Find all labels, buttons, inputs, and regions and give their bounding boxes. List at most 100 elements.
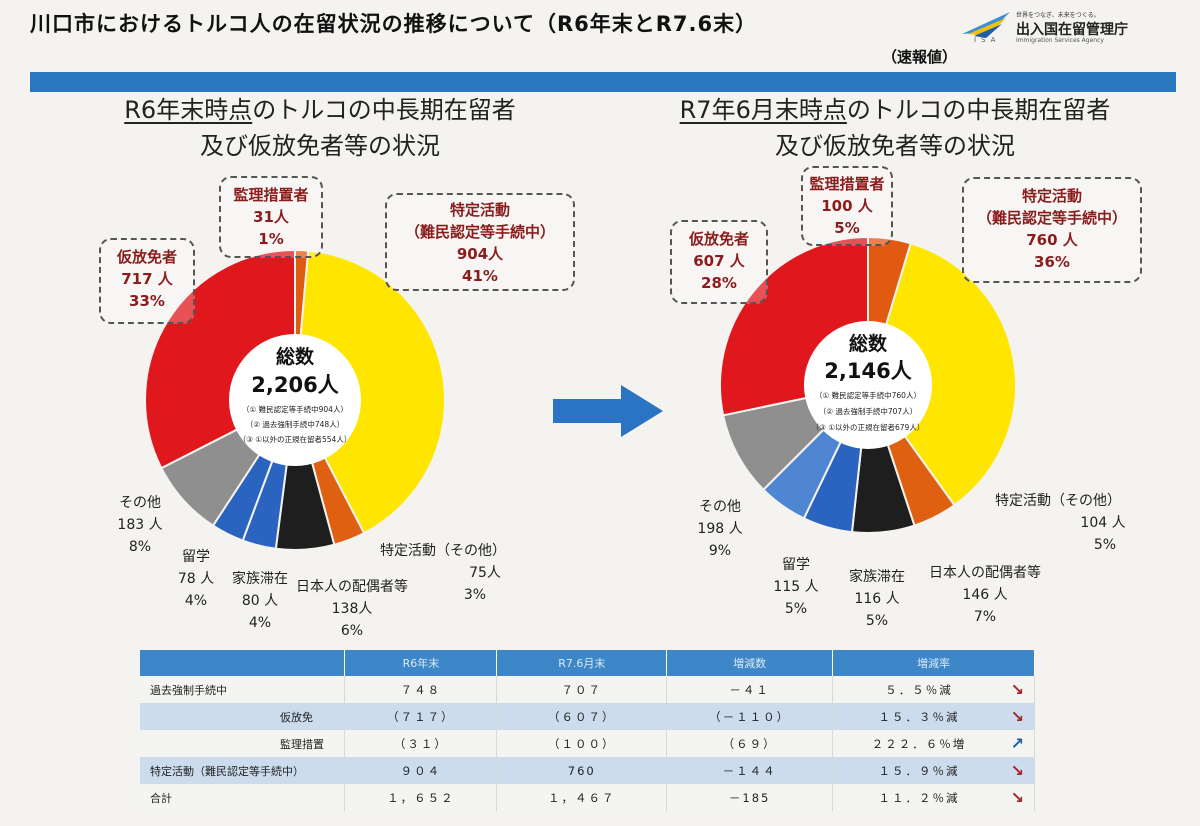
cell-rate: １１．２％減 ↘ (832, 784, 1035, 811)
note-r6-2: （② 過去強制手続中748人） (246, 419, 344, 429)
callout-r6-supervision-name: 監理措置者 (233, 186, 309, 204)
label-r6-other-count: 183 人 (117, 517, 163, 533)
label-r7-family-count: 116 人 (854, 591, 900, 607)
callout-r6-designated-count: 904人 (456, 245, 504, 263)
cell-r7: （１００） (496, 730, 668, 757)
label-r6-spouse-pct: 6% (340, 623, 364, 639)
total-value-r7: 2,146人 (824, 359, 911, 383)
table-header: 増減率 (832, 650, 1035, 676)
callout-r6-designated-name1: 特定活動 (449, 201, 510, 219)
callout-r7-provisional-name: 仮放免者 (688, 230, 749, 248)
callout-r6-designated-pct: 41% (462, 267, 498, 285)
callout-r7-designated-name2: （難民認定等手続中） (976, 209, 1127, 227)
donut-r6 (144, 248, 446, 551)
label-r6-other-pct: 8% (128, 539, 152, 555)
callout-r7-provisional-count: 607 人 (693, 252, 745, 270)
label-r7-spouse-name: 日本人の配偶者等 (929, 565, 1041, 581)
callout-r6-provisional: 仮放免者 717 人 33% (99, 238, 195, 324)
label-r7-other-pct: 9% (708, 543, 732, 559)
table-row: 特定活動（難民認定等手続中） ９０４ 760 －１４４ １５．９％減 ↘ (140, 757, 1035, 784)
cell-diff: －185 (666, 784, 834, 811)
row-label: 過去強制手続中 (140, 676, 346, 703)
cell-r7: 760 (496, 757, 668, 784)
callout-r7-designated-name1: 特定活動 (1021, 187, 1082, 205)
note-r7-1: （① 難民認定等手続中760人） (815, 390, 921, 400)
label-r6-study-pct: 4% (184, 593, 208, 609)
callout-r7-provisional: 仮放免者 607 人 28% (670, 220, 768, 304)
logo-tagline: 世界をつなぎ、未来をつくる。 (1016, 12, 1100, 19)
table-header-row: R6年末 R7.6月末 増減数 増減率 (140, 650, 1035, 676)
callout-r6-provisional-name: 仮放免者 (116, 248, 177, 266)
label-r6-designated-other-name: 特定活動（その他） (380, 543, 506, 559)
label-r6-designated-other: 特定活動（その他） 75人 3% (380, 540, 530, 606)
cell-rate: １５．３％減 ↘ (832, 703, 1035, 730)
callout-r7-supervision: 監理措置者 100 人 5% (801, 166, 893, 246)
trend-down-icon: ↘ (1010, 788, 1024, 807)
label-r7-study: 留学 115 人 5% (766, 554, 826, 620)
cell-r7: ７０７ (496, 676, 668, 703)
chart-title-r6-rest: のトルコの中長期在留者 (252, 96, 516, 124)
row-label: 仮放免 (140, 703, 346, 730)
label-r7-other-count: 198 人 (697, 521, 743, 537)
callout-r7-designated-count: 760 人 (1026, 231, 1078, 249)
chart-title-r6-line2: 及び仮放免者等の状況 (200, 132, 440, 160)
rate-text: １５．９％減 (878, 763, 960, 778)
label-r7-family-pct: 5% (865, 613, 889, 629)
note-r7-3: （③ ①以外の正規在留者679人） (812, 422, 925, 432)
chart-title-r7-rest: のトルコの中長期在留者 (846, 96, 1111, 124)
header-band (30, 72, 1176, 92)
callout-r7-designated-refugee: 特定活動 （難民認定等手続中） 760 人 36% (962, 177, 1142, 283)
cell-r6: （７１７） (344, 703, 498, 730)
table-row: 監理措置 （３１） （１００） （６９） ２２２．６％増 ↗ (140, 730, 1035, 757)
label-r7-family-name: 家族滞在 (849, 569, 905, 585)
cell-rate: ２２２．６％増 ↗ (832, 730, 1035, 757)
chart-title-r7-underlined: R7年6月末時点 (679, 96, 847, 124)
callout-r7-provisional-pct: 28% (701, 274, 737, 292)
callout-r7-designated-pct: 36% (1034, 253, 1070, 271)
logo-abbr: ISA (974, 36, 1001, 44)
cell-r6: １，６５２ (344, 784, 498, 811)
preliminary-note: （速報値） (882, 48, 958, 66)
label-r7-designated-other: 特定活動（その他） 104 人 5% (995, 490, 1155, 556)
cell-r6: （３１） (344, 730, 498, 757)
cell-diff: －１４４ (666, 757, 834, 784)
chart-title-r7: R7年6月末時点のトルコの中長期在留者 及び仮放免者等の状況 (645, 92, 1145, 164)
cell-r7: １，４６７ (496, 784, 668, 811)
chart-title-r7-line2: 及び仮放免者等の状況 (775, 132, 1015, 160)
cell-r6: ７４８ (344, 676, 498, 703)
row-label: 特定活動（難民認定等手続中） (140, 757, 346, 784)
summary-table: R6年末 R7.6月末 増減数 増減率 過去強制手続中 ７４８ ７０７ －４１ … (140, 650, 1035, 811)
donut-hole-r6 (229, 334, 361, 466)
label-r6-study-count: 78 人 (177, 571, 215, 587)
label-r6-spouse-count: 138人 (331, 601, 373, 617)
label-r7-other: その他 198 人 9% (688, 496, 752, 562)
trend-down-icon: ↘ (1010, 707, 1024, 726)
trend-down-icon: ↘ (1010, 761, 1024, 780)
chart-title-r6-underlined: R6年末時点 (124, 96, 253, 124)
label-r7-spouse-count: 146 人 (962, 587, 1008, 603)
total-label-r7: 総数 (849, 332, 888, 355)
label-r6-study: 留学 78 人 4% (168, 546, 224, 612)
callout-r6-supervision: 監理措置者 31人 1% (219, 176, 323, 258)
cell-rate: １５．９％減 ↘ (832, 757, 1035, 784)
table-row: 過去強制手続中 ７４８ ７０７ －４１ ５．５％減 ↘ (140, 676, 1035, 703)
table-row: 仮放免 （７１７） （６０７） （－１１０） １５．３％減 ↘ (140, 703, 1035, 730)
agency-logo: ISA 世界をつなぎ、未来をつくる。 出入国在留管理庁 Immigration … (960, 8, 1190, 48)
label-r6-family-count: 80 人 (241, 593, 279, 609)
label-r6-other: その他 183 人 8% (108, 492, 172, 558)
label-r7-family: 家族滞在 116 人 5% (840, 566, 914, 632)
total-value-r6: 2,206人 (251, 373, 338, 397)
label-r7-other-name: その他 (699, 499, 741, 515)
trend-up-icon: ↗ (1010, 734, 1024, 753)
rate-text: １５．３％減 (878, 709, 960, 724)
cell-r6: ９０４ (344, 757, 498, 784)
table-header: R6年末 (344, 650, 498, 676)
callout-r6-supervision-pct: 1% (258, 230, 284, 248)
callout-r6-designated-name2: （難民認定等手続中） (404, 223, 555, 241)
label-r6-spouse-name: 日本人の配偶者等 (296, 579, 408, 595)
table-row: 合計 １，６５２ １，４６７ －185 １１．２％減 ↘ (140, 784, 1035, 811)
total-label-r6: 総数 (276, 345, 315, 368)
table-header: R7.6月末 (496, 650, 668, 676)
row-label: 合計 (140, 784, 346, 811)
